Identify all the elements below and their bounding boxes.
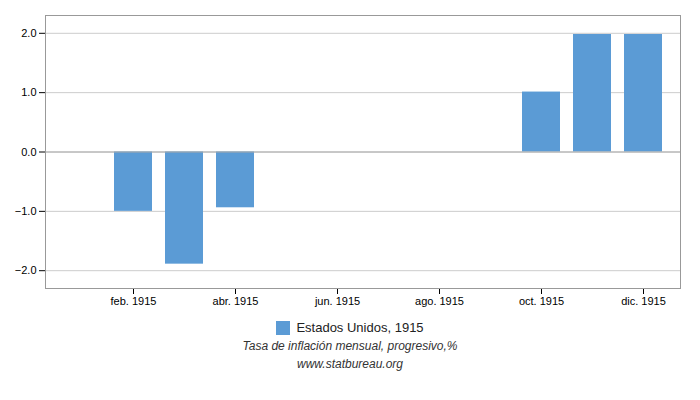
svg-text:feb. 1915: feb. 1915 — [111, 295, 157, 307]
svg-text:oct. 1915: oct. 1915 — [519, 295, 564, 307]
svg-text:1.0: 1.0 — [21, 86, 36, 98]
svg-text:2.0: 2.0 — [21, 27, 36, 39]
html-text:Tasa de inflación mensual, pro: Tasa de inflación mensual, progresivo,% — [242, 339, 458, 353]
svg-text:dic. 1915: dic. 1915 — [621, 295, 666, 307]
svg-text:0.0: 0.0 — [21, 146, 36, 158]
svg-text:−2.0: −2.0 — [15, 264, 37, 276]
html-text:Estados Unidos, 1915: Estados Unidos, 1915 — [296, 320, 424, 335]
svg-text:ago. 1915: ago. 1915 — [415, 295, 464, 307]
html-text:www.statbureau.org: www.statbureau.org — [297, 357, 403, 371]
svg-text:jun. 1915: jun. 1915 — [314, 295, 360, 307]
svg-text:−1.0: −1.0 — [15, 205, 37, 217]
svg-text:abr. 1915: abr. 1915 — [213, 295, 259, 307]
